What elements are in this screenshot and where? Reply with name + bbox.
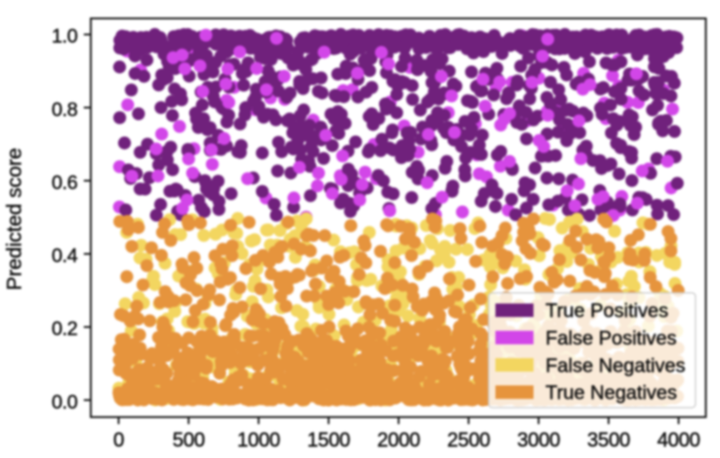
svg-text:2500: 2500 [447, 429, 490, 451]
svg-text:0.8: 0.8 [52, 99, 78, 121]
svg-text:False Positives: False Positives [546, 328, 677, 350]
svg-text:0.6: 0.6 [52, 172, 78, 194]
svg-text:500: 500 [173, 429, 205, 451]
svg-text:1.0: 1.0 [52, 26, 78, 48]
svg-text:3000: 3000 [517, 429, 560, 451]
svg-text:0: 0 [113, 429, 124, 451]
svg-text:2000: 2000 [377, 429, 420, 451]
svg-text:0.0: 0.0 [52, 391, 78, 413]
svg-text:3500: 3500 [587, 429, 630, 451]
svg-text:1500: 1500 [307, 429, 350, 451]
svg-text:0.2: 0.2 [52, 318, 78, 340]
svg-text:Predicted score: Predicted score [3, 148, 26, 290]
svg-text:False Negatives: False Negatives [546, 355, 686, 377]
svg-text:True Positives: True Positives [546, 300, 669, 322]
svg-text:4000: 4000 [657, 429, 700, 451]
svg-text:1000: 1000 [237, 429, 280, 451]
svg-text:0.4: 0.4 [52, 245, 78, 267]
svg-text:True Negatives: True Negatives [546, 382, 678, 404]
